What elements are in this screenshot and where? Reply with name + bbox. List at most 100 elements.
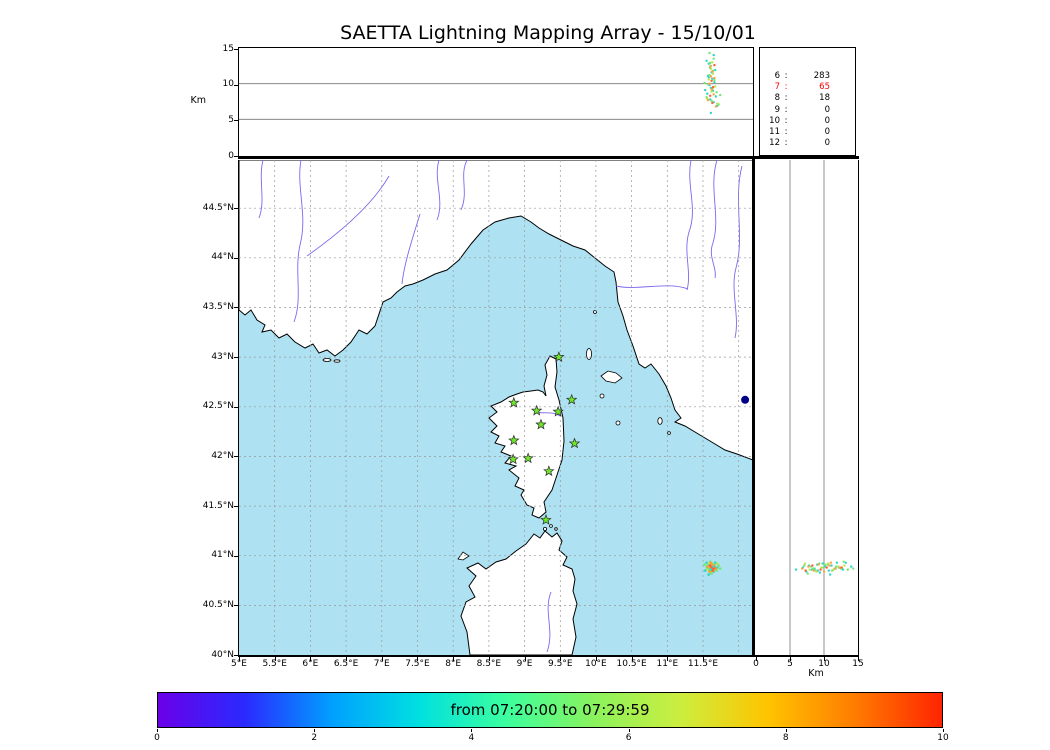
lightning-source-point — [704, 88, 707, 92]
lightning-source-point — [708, 564, 712, 567]
lightning-source-point — [820, 566, 823, 569]
lightning-source-point — [823, 563, 826, 566]
altitude-tick-label: 15 — [222, 43, 234, 54]
latitude-tick-mark — [234, 605, 238, 607]
latitude-tick-label: 41.5°N — [202, 500, 234, 511]
station-marker — [508, 396, 520, 408]
source-count-list: 6: 283 7: 65 8: 18 9: 0 10: 0 11: 0 12: 0 — [760, 71, 855, 149]
colorbar-tick-mark — [785, 729, 787, 732]
latitude-tick-mark — [234, 555, 238, 557]
lma-stations — [507, 351, 581, 525]
station-marker — [522, 452, 534, 464]
station-marker — [530, 404, 543, 416]
lightning-source-point — [705, 561, 708, 564]
lightning-source-point — [812, 569, 815, 572]
source-count: 0 — [824, 138, 830, 149]
lightning-source-point — [846, 568, 849, 571]
lightning-source-point — [837, 565, 840, 568]
lightning-source-point — [709, 67, 713, 70]
lightning-source-point — [711, 61, 714, 64]
lightning-source-point — [826, 562, 830, 565]
panel-divider-top — [238, 156, 859, 159]
latitude-tick-mark — [234, 357, 238, 359]
lightning-source-point — [815, 570, 818, 573]
station-marker — [508, 434, 520, 446]
latitude-tick-label: 44.5°N — [202, 202, 234, 213]
latitude-tick-mark — [234, 456, 238, 458]
source-count: 0 — [824, 127, 830, 138]
lightning-source-point — [709, 65, 712, 68]
station-level: 10 — [769, 115, 780, 126]
port-cros-island — [333, 359, 341, 363]
lightning-source-point — [703, 81, 706, 85]
altitude-tick-mark — [234, 49, 238, 50]
station-marker — [535, 418, 547, 430]
altitude-latitude-plot — [789, 160, 855, 655]
source-count-row: 7: 65 — [760, 82, 855, 93]
longitude-tick-mark — [274, 657, 276, 661]
lightning-source-point — [703, 569, 707, 572]
source-count-row: 8: 18 — [760, 93, 855, 104]
lightning-source-point — [709, 61, 712, 65]
lightning-source-point — [710, 572, 713, 575]
station-level: 6 — [774, 71, 780, 81]
station-level: 11 — [769, 127, 780, 138]
colorbar-tick-mark — [471, 729, 473, 732]
station-level: 9 — [774, 104, 780, 115]
longitude-tick-label: 7°E — [373, 659, 390, 669]
lightning-source-point — [819, 568, 822, 571]
lightning-source-point — [713, 78, 716, 82]
lightning-source-point — [710, 99, 713, 102]
lightning-source-point — [840, 566, 843, 569]
lightning-source-point — [711, 86, 715, 89]
longitude-tick-label: 9°E — [516, 659, 533, 669]
lightning-source-point — [710, 566, 713, 569]
altitude-tick-mark — [234, 84, 238, 86]
figure-title: SAETTA Lightning Mapping Array - 15/10/0… — [340, 22, 756, 44]
source-count-row: 9: 0 — [760, 105, 855, 116]
longitude-tick-label: 10.5°E — [616, 659, 647, 669]
lightning-source-point — [712, 565, 715, 568]
longitude-tick-mark — [631, 657, 633, 661]
altitude-vs-longitude-panel — [238, 47, 754, 158]
lightning-source-point — [821, 562, 824, 565]
longitude-tick-mark — [595, 657, 597, 661]
latitude-tick-mark — [234, 406, 238, 408]
source-count-row: 12: 0 — [760, 138, 855, 149]
latitude-tick-label: 44°N — [211, 252, 234, 263]
lightning-source-point — [703, 563, 706, 566]
longitude-tick-label: 11°E — [656, 659, 679, 669]
lightning-source-point — [803, 562, 807, 565]
lightning-source-point — [708, 570, 711, 573]
colorbar-tick-mark — [314, 729, 316, 732]
lightning-source-point — [705, 59, 708, 62]
station-marker — [507, 453, 519, 465]
lightning-source-point — [708, 51, 711, 55]
lightning-source-point — [710, 88, 713, 91]
lightning-source-point — [832, 568, 835, 571]
longitude-tick-mark — [488, 657, 490, 661]
colorbar-label: from 07:20:00 to 07:29:59 — [450, 701, 650, 719]
longitude-tick-mark — [453, 657, 455, 661]
lightning-source-point — [707, 573, 710, 576]
lightning-source-point — [822, 566, 825, 569]
lightning-source-point — [712, 93, 715, 96]
lightning-source-point — [807, 565, 810, 568]
longitude-tick-label: 5.5°E — [262, 659, 287, 669]
colorbar-tick-label: 8 — [782, 733, 789, 743]
lightning-source-point — [709, 561, 713, 564]
longitude-tick-mark — [524, 657, 526, 661]
panel-divider-vertical — [752, 156, 755, 657]
lightning-source-point — [803, 564, 806, 567]
lightning-source-point — [719, 93, 722, 97]
longitude-tick-label: 8.5°E — [476, 659, 502, 669]
lightning-source-point — [818, 571, 822, 574]
lightning-source-point — [850, 565, 853, 568]
altitude-tick-mark — [234, 120, 238, 122]
source-count: 18 — [819, 93, 830, 104]
elba-island — [600, 370, 623, 384]
separator: : — [784, 104, 788, 115]
altitude-vs-latitude-panel — [756, 160, 859, 655]
station-marker — [552, 405, 564, 417]
geographic-map — [239, 160, 753, 655]
